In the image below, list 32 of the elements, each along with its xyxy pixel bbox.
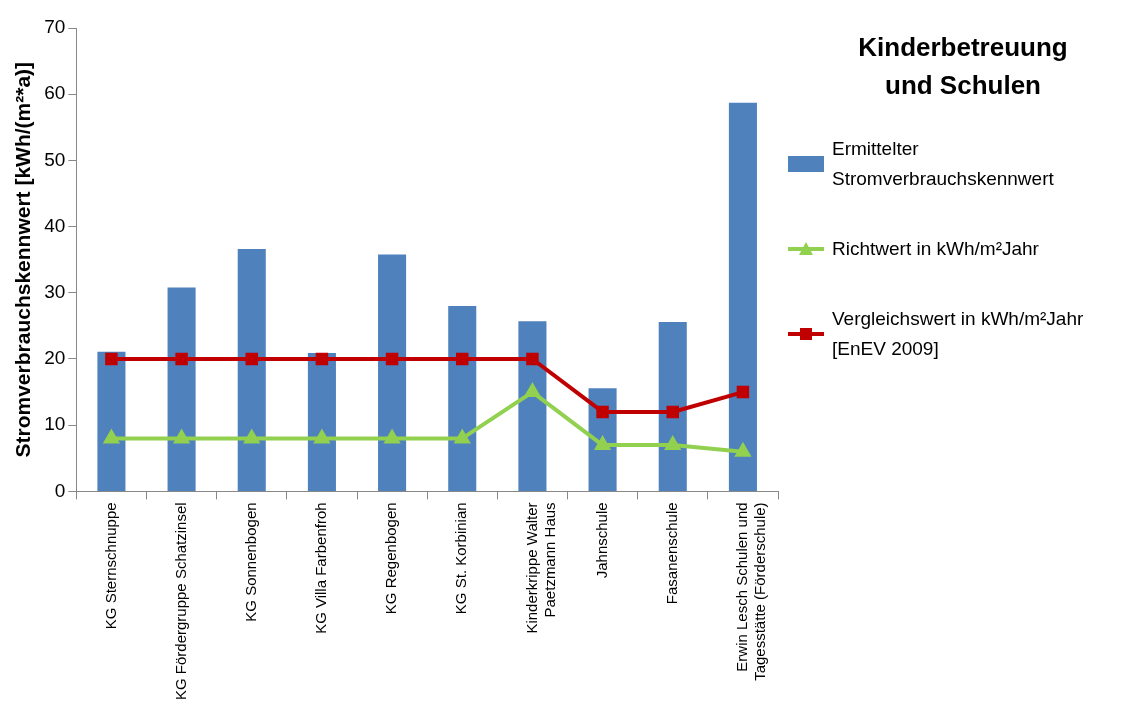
legend-label: Richtwert in kWh/m²Jahr xyxy=(832,237,1039,261)
y-tick-label: 10 xyxy=(44,413,66,435)
y-tick-label: 0 xyxy=(54,479,66,501)
y-tick-label: 60 xyxy=(44,82,66,104)
x-tick-label: KG Sonnenbogen xyxy=(241,502,259,622)
bar xyxy=(167,287,196,491)
y-tick-label: 50 xyxy=(44,148,66,170)
x-tick-label: KG Fördergruppe Schatzinsel xyxy=(171,502,189,701)
y-axis-title: Stromverbrauchskennwert [kWh/(m²*a)] xyxy=(11,61,35,458)
x-tick-label: KG Regenbogen xyxy=(382,502,400,615)
x-tick-label: Erwin Lesch Schulen und Tagesstätte (Förderschule) xyxy=(733,502,769,681)
bar xyxy=(237,249,266,491)
x-tick-label: Fasanenschule xyxy=(662,502,680,605)
y-tick-label: 70 xyxy=(44,16,66,38)
x-tick-label: Jahnschule xyxy=(592,502,610,579)
bar xyxy=(518,321,547,491)
x-tick-label: KG Sternschnuppe xyxy=(101,502,119,630)
bar xyxy=(658,321,687,491)
y-tick-label: 30 xyxy=(44,281,66,303)
y-tick-label: 20 xyxy=(44,347,66,369)
x-tick-label: Kinderkrippe Walter Paetzmann Haus xyxy=(522,502,558,634)
bar xyxy=(307,353,336,491)
legend-label: Vergleichswert in kWh/m²Jahr [EnEV 2009] xyxy=(832,307,1085,361)
bar xyxy=(97,351,126,491)
bar xyxy=(378,254,407,491)
y-tick-label: 40 xyxy=(44,214,66,236)
bar xyxy=(448,306,477,491)
x-tick-label: KG Villa Farbenfroh xyxy=(312,502,330,634)
legend-label: Ermittelter Stromverbrauchskennwert xyxy=(832,137,1055,191)
x-tick-label: KG St. Korbinian xyxy=(452,502,470,615)
text: Kinderbetreuung und Schulen xyxy=(857,31,1069,102)
bar xyxy=(728,102,757,491)
